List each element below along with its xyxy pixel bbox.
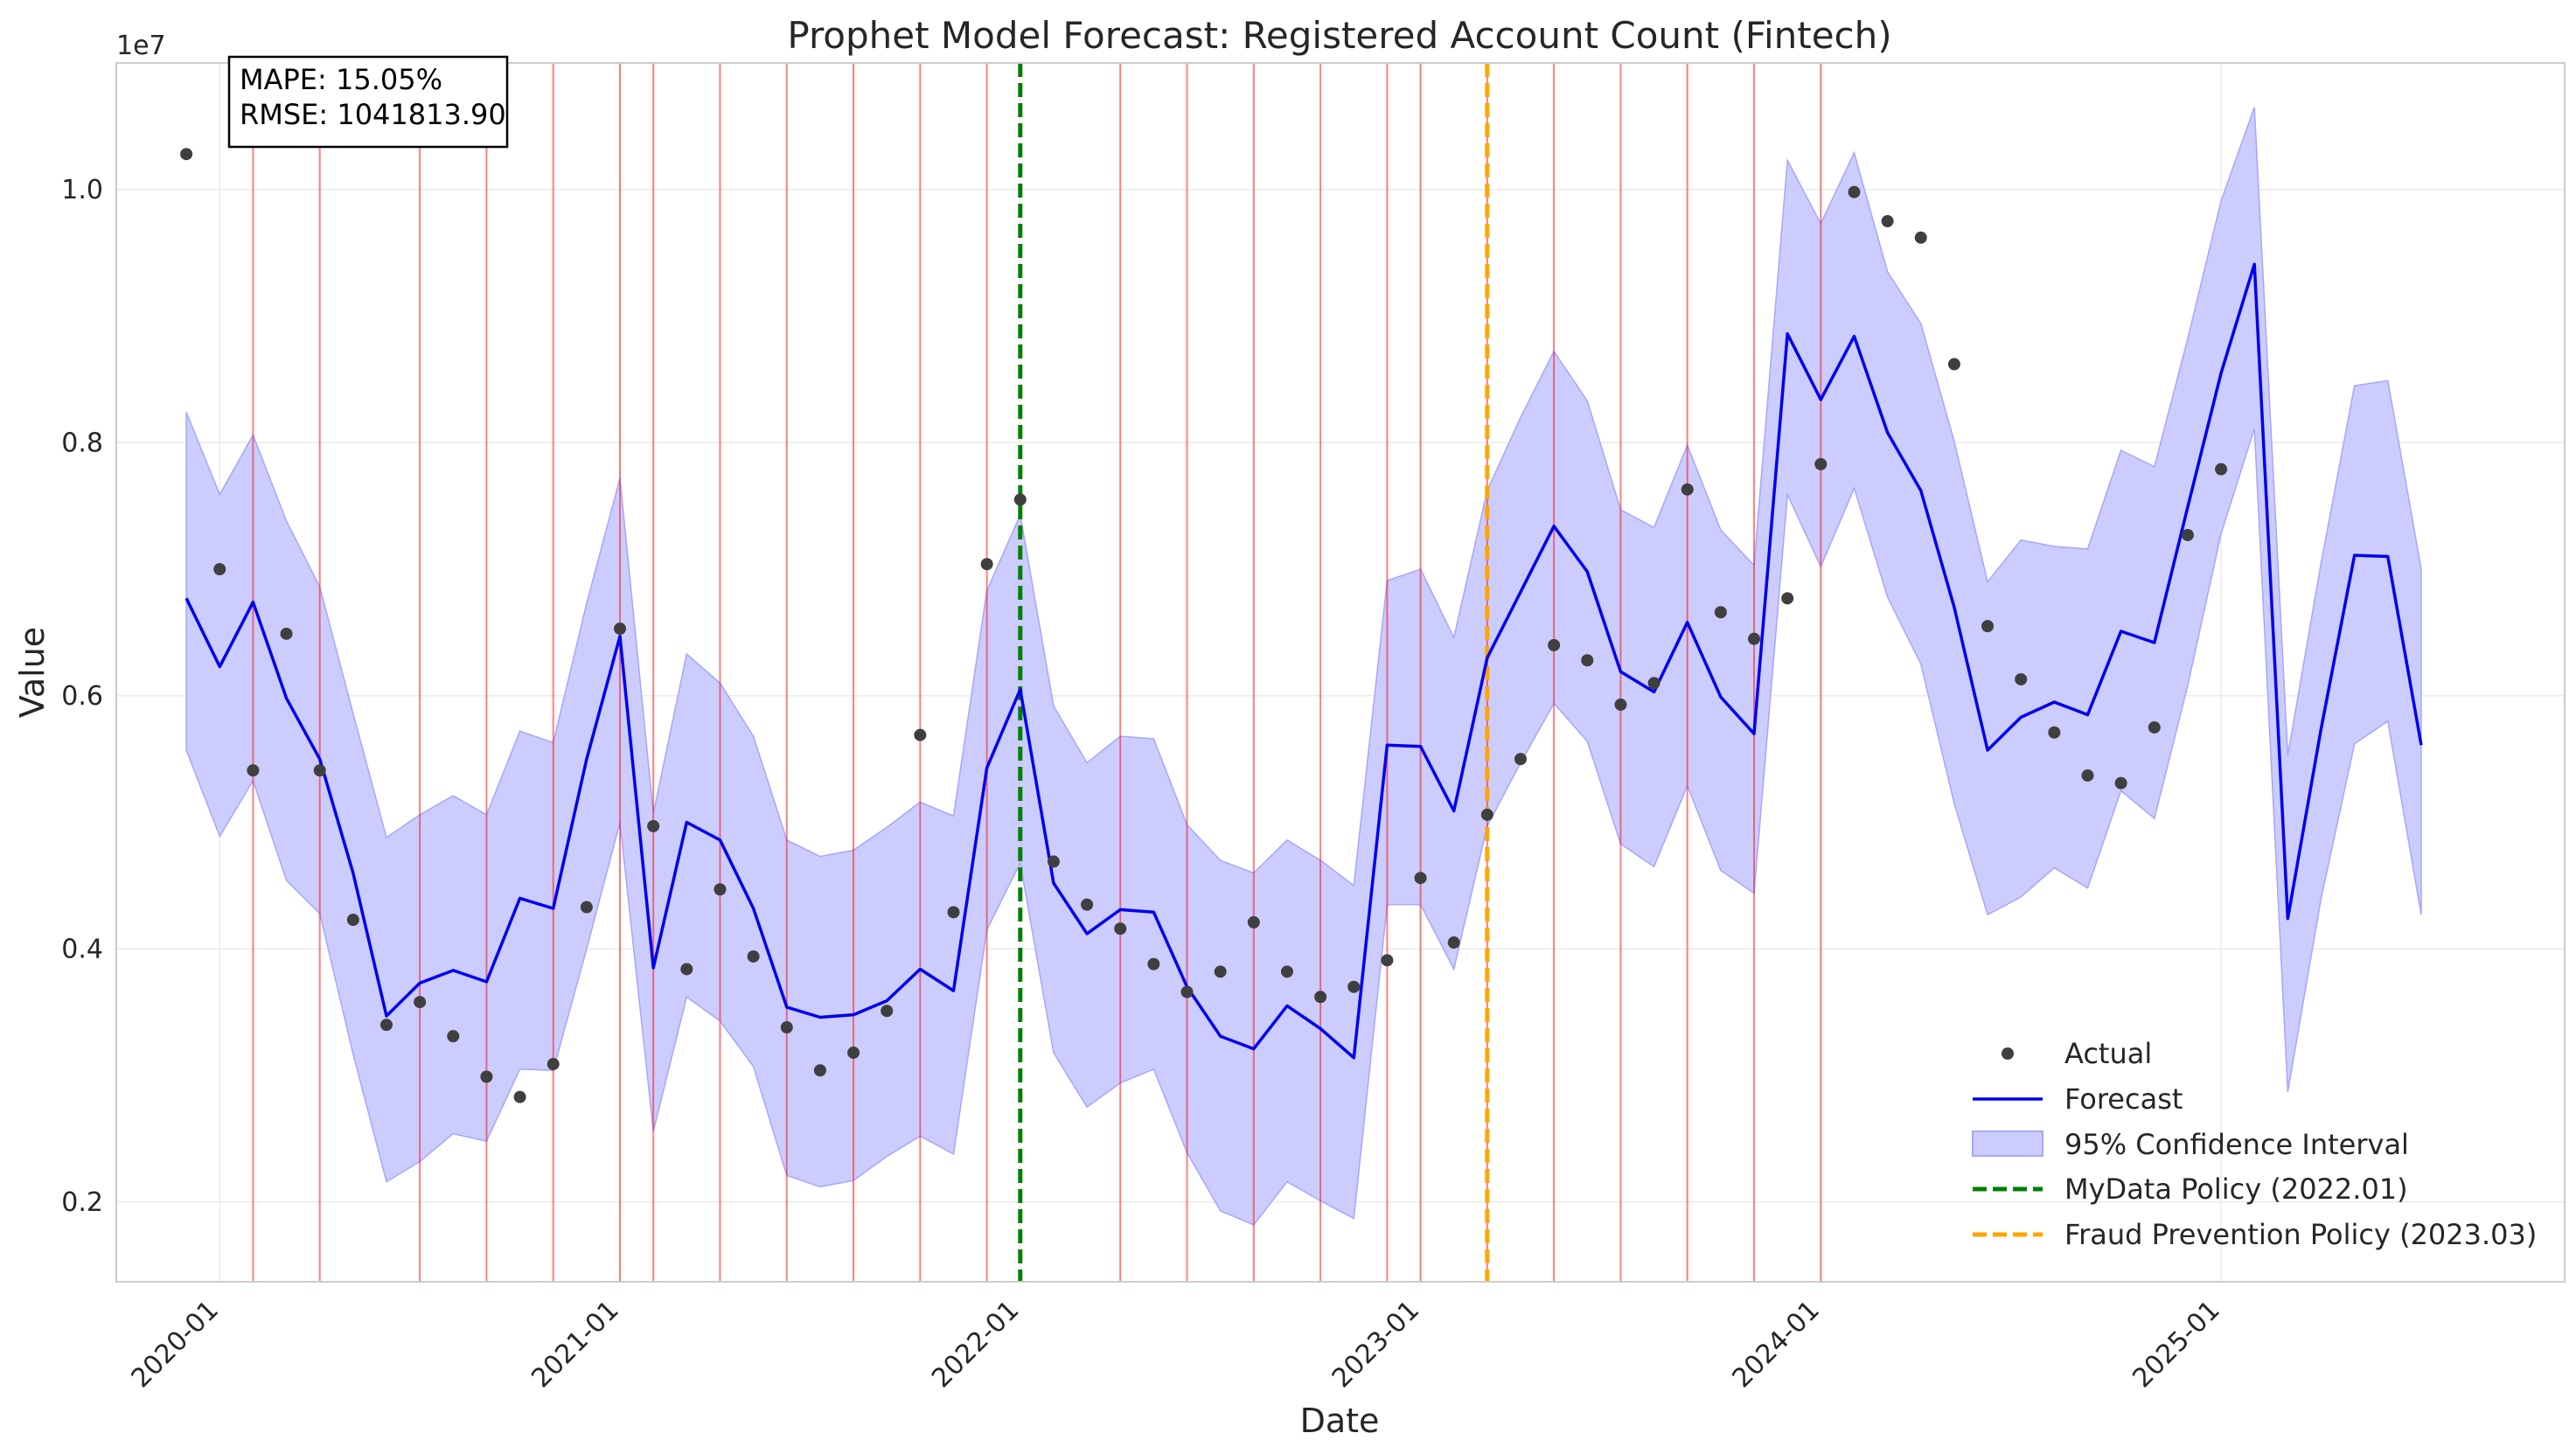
actual-point-1 (213, 563, 226, 576)
actual-point-16 (714, 883, 727, 896)
actual-point-8 (447, 1030, 460, 1043)
legend-band-label: 95% Confidence Interval (2064, 1128, 2409, 1161)
actual-point-46 (1714, 606, 1727, 619)
red-vertical-lines (252, 63, 1822, 1282)
actual-point-34 (1314, 991, 1327, 1004)
actual-point-41 (1548, 638, 1561, 651)
confidence-band (185, 107, 2422, 1226)
legend-forecast-label: Forecast (2064, 1082, 2183, 1116)
actual-point-5 (346, 913, 359, 926)
actual-point-38 (1447, 936, 1460, 950)
actual-point-18 (780, 1021, 793, 1034)
legend-mydata-label: MyData Policy (2022.01) (2064, 1172, 2408, 1206)
actual-point-19 (813, 1064, 826, 1077)
legend-fraud-label: Fraud Prevention Policy (2023.03) (2064, 1218, 2537, 1251)
actual-point-56 (2048, 726, 2061, 739)
y-tick-label-4: 1.0 (61, 175, 103, 205)
actual-point-52 (1914, 231, 1927, 244)
actual-point-12 (580, 901, 593, 914)
actual-point-61 (2215, 463, 2228, 476)
y-axis: 0.2 0.4 0.6 0.8 1.0 (61, 175, 103, 1218)
actual-point-26 (1047, 855, 1060, 868)
actual-point-35 (1347, 980, 1361, 993)
actual-point-17 (747, 950, 760, 963)
actual-point-28 (1114, 922, 1127, 936)
actual-point-51 (1881, 214, 1894, 227)
y-axis-label: Value (13, 627, 52, 718)
actual-point-27 (1081, 898, 1094, 911)
actual-point-13 (614, 623, 627, 636)
actual-point-10 (513, 1090, 526, 1103)
actual-point-57 (2081, 769, 2094, 782)
rmse-text: RMSE: 1041813.90 (240, 98, 506, 131)
actual-point-40 (1514, 753, 1527, 766)
actual-point-24 (980, 558, 993, 571)
actual-point-36 (1381, 954, 1394, 967)
confidence-band-area (185, 107, 2422, 1226)
chart-title: Prophet Model Forecast: Registered Accou… (787, 14, 1891, 57)
actual-point-58 (2114, 776, 2127, 790)
actual-point-30 (1180, 985, 1194, 998)
actual-point-42 (1581, 654, 1594, 667)
plot-area (115, 62, 2566, 1283)
actual-point-21 (881, 1005, 894, 1018)
actual-point-20 (847, 1046, 860, 1059)
actual-point-7 (414, 996, 427, 1009)
actual-point-44 (1647, 677, 1660, 690)
actual-point-37 (1414, 872, 1427, 885)
actual-point-60 (2181, 528, 2194, 541)
actual-point-47 (1748, 632, 1761, 645)
actual-point-25 (1013, 493, 1027, 506)
y-tick-label-0: 0.2 (61, 1187, 103, 1218)
legend: Actual Forecast 95% Confidence Interval … (1972, 1037, 2537, 1251)
y-scale-label: 1e7 (116, 31, 166, 61)
mape-text: MAPE: 15.05% (240, 63, 442, 96)
legend-actual-label: Actual (2064, 1037, 2152, 1070)
legend-actual-marker (2002, 1047, 2014, 1060)
legend-band-marker (1972, 1130, 2043, 1157)
plot-frame (115, 62, 2566, 1283)
actual-point-39 (1480, 808, 1493, 821)
actual-points (180, 148, 2228, 1103)
actual-point-29 (1147, 957, 1160, 970)
metrics-box: MAPE: 15.05% RMSE: 1041813.90 (227, 55, 509, 149)
actual-point-31 (1214, 965, 1227, 978)
policy-lines (1018, 63, 1490, 1282)
actual-point-11 (547, 1058, 560, 1071)
actual-point-50 (1848, 185, 1861, 198)
actual-point-3 (280, 627, 293, 640)
actual-point-48 (1781, 592, 1794, 605)
forecast-polyline (184, 262, 2423, 1060)
actual-point-14 (647, 819, 660, 832)
actual-point-55 (2015, 672, 2028, 685)
y-tick-label-2: 0.6 (61, 681, 103, 712)
actual-point-53 (1947, 358, 1960, 371)
actual-point-15 (680, 963, 693, 976)
actual-point-6 (379, 1019, 393, 1032)
actual-point-32 (1247, 915, 1260, 929)
actual-point-23 (947, 906, 960, 919)
actual-point-33 (1280, 965, 1293, 978)
actual-point-4 (313, 764, 326, 777)
x-axis-label: Date (1300, 1402, 1380, 1440)
y-tick-label-3: 0.8 (61, 428, 103, 458)
actual-point-59 (2148, 720, 2161, 734)
actual-point-22 (914, 728, 927, 741)
y-tick-label-1: 0.4 (61, 934, 103, 964)
actual-point-0 (180, 148, 193, 161)
forecast-line (184, 262, 2423, 1060)
actual-point-45 (1681, 483, 1694, 496)
actual-point-43 (1614, 698, 1627, 711)
actual-point-2 (247, 764, 260, 777)
metrics-box-frame (227, 55, 509, 149)
actual-point-49 (1814, 457, 1828, 470)
actual-point-54 (1981, 620, 1995, 633)
actual-point-9 (480, 1070, 493, 1083)
